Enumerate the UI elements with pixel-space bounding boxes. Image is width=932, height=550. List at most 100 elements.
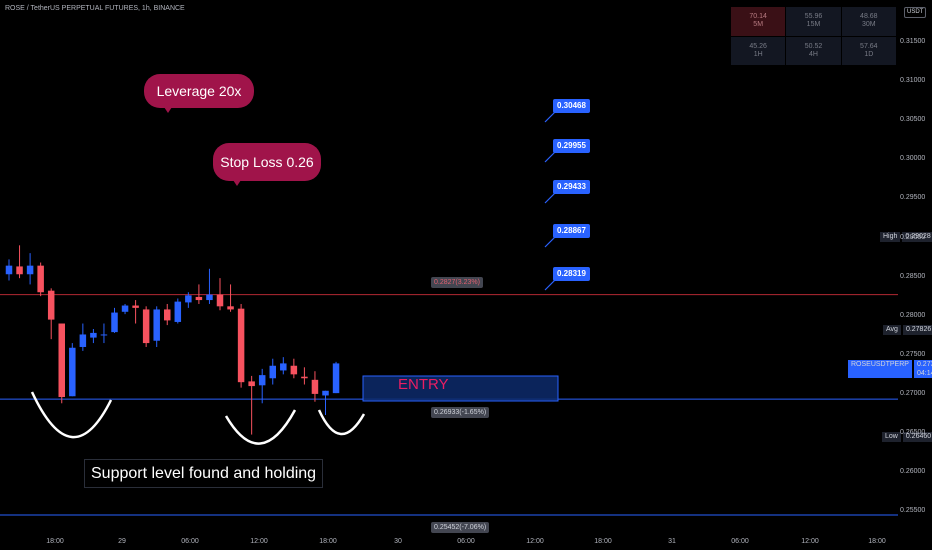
- avg-tag: Avg 0.27826: [883, 325, 932, 335]
- leverage-note: Leverage 20x: [144, 74, 254, 113]
- lower-price-pill: 0.25452(-7.06%): [431, 522, 490, 533]
- entry-label: ENTRY: [398, 376, 449, 393]
- rsi-timeframe: 4H: [809, 50, 818, 58]
- candle-body: [290, 365, 298, 375]
- candle-body: [79, 334, 87, 347]
- stop-loss-note: Stop Loss 0.26: [213, 143, 321, 186]
- rsi-cell-4h: 50.52 4H: [786, 36, 841, 65]
- candle-body: [185, 295, 192, 303]
- price-tick-label: 0.27000: [900, 389, 926, 397]
- price-tick-label: 0.27500: [900, 350, 926, 358]
- price-tick-label: 0.30500: [900, 116, 926, 124]
- candle-body: [132, 305, 139, 308]
- target-pointer-3: [544, 192, 556, 204]
- candle-body: [195, 296, 203, 301]
- rsi-cell-5m: 70.14 5M: [731, 7, 786, 36]
- price-tick-label: 0.31500: [900, 38, 926, 45]
- rsi-timeframe: 30M: [862, 21, 876, 29]
- time-tick-label: 18:00: [319, 538, 337, 545]
- candle-body: [111, 312, 118, 333]
- candle-body: [69, 347, 76, 397]
- candle-body: [322, 390, 329, 396]
- avg-tag-value: 0.27826: [902, 325, 932, 335]
- time-tick-label: 30: [394, 538, 402, 545]
- rsi-value: 45.26: [749, 42, 767, 50]
- rsi-cell-15m: 55.96 15M: [786, 7, 841, 36]
- candle-body: [237, 308, 245, 383]
- candle-body: [227, 306, 234, 310]
- support-arc-1: [30, 391, 113, 439]
- entry-box: [362, 375, 559, 402]
- symbol-tag-countdown: 04:14: [916, 370, 932, 377]
- candle-body: [258, 375, 266, 386]
- low-tag-key: Low: [882, 432, 901, 442]
- currency-badge[interactable]: USDT: [904, 7, 927, 18]
- time-tick-label: 18:00: [594, 538, 612, 545]
- high-tag-value: 0.29028: [902, 232, 932, 242]
- target-1[interactable]: 0.30468: [553, 99, 590, 113]
- candle-body: [269, 365, 276, 379]
- candle-body: [248, 381, 255, 387]
- rsi-cell-1d: 57.64 1D: [841, 36, 896, 65]
- leverage-note-text: Leverage 20x: [156, 83, 242, 99]
- rsi-value: 57.64: [860, 42, 878, 50]
- candle-body: [16, 266, 23, 275]
- candle-body: [311, 379, 319, 394]
- target-pointer-5: [544, 279, 556, 291]
- candle-body: [5, 265, 13, 275]
- time-tick-label: 31: [668, 538, 676, 545]
- candle-body: [280, 363, 287, 371]
- candle-body: [142, 309, 150, 344]
- support-arc-2: [224, 409, 297, 445]
- rsi-value: 55.96: [804, 13, 823, 21]
- rsi-value: 48.68: [860, 13, 878, 21]
- candle-body: [37, 265, 44, 293]
- time-tick-label: 18:00: [868, 538, 886, 545]
- price-tick-label: 0.29500: [900, 194, 926, 202]
- rsi-table: 70.14 5M 55.96 15M 48.68 30M 45.26 1H 50.52 4H 57.…: [731, 7, 896, 65]
- candle-body: [174, 301, 182, 322]
- price-tick-label: 0.26000: [900, 468, 926, 476]
- target-5[interactable]: 0.28319: [553, 267, 590, 281]
- target-pointer-4: [544, 236, 556, 248]
- high-tag-key: High: [880, 232, 901, 242]
- target-3[interactable]: 0.29433: [553, 180, 590, 194]
- candle-body: [206, 294, 213, 301]
- rsi-timeframe: 5M: [753, 21, 764, 29]
- avg-tag-key: Avg: [883, 325, 901, 335]
- price-tick-label: 0.31000: [900, 77, 926, 85]
- symbol-tag-value: 0.27386: [916, 361, 932, 368]
- target-4[interactable]: 0.28867: [553, 224, 590, 238]
- resistance-price-pill: 0.2827(3.23%): [431, 277, 483, 288]
- target-2[interactable]: 0.29955: [553, 139, 590, 153]
- symbol-tag-key: ROSEUSDTPERP: [848, 360, 912, 378]
- candle-body: [100, 334, 108, 336]
- stop-loss-note-text: Stop Loss 0.26: [220, 154, 314, 170]
- time-tick-label: 12:00: [250, 538, 268, 545]
- candle-body: [301, 376, 308, 379]
- time-tick-label: 12:00: [526, 538, 544, 545]
- time-tick-label: 06:00: [181, 538, 199, 545]
- rsi-cell-1h: 45.26 1H: [731, 36, 786, 65]
- high-tag: High 0.29028: [880, 232, 932, 242]
- support-label: Support level found and holding: [84, 459, 324, 488]
- candle-body: [332, 363, 340, 394]
- support-arc-3: [317, 409, 366, 436]
- target-pointer-2: [544, 151, 556, 163]
- candle-body: [58, 323, 65, 398]
- candle-body: [121, 305, 129, 312]
- low-tag: Low 0.26460: [882, 432, 932, 442]
- candle-body: [47, 290, 55, 320]
- price-tick-label: 0.28000: [900, 311, 926, 319]
- time-tick-label: 06:00: [731, 538, 749, 545]
- price-tick-label: 0.29000: [900, 233, 926, 241]
- candle-body: [164, 309, 171, 321]
- time-tick-label: 06:00: [457, 538, 475, 545]
- price-tick-label: 0.28500: [900, 272, 926, 280]
- candle-body: [90, 332, 97, 338]
- symbol-tag: ROSEUSDTPERP 0.27386 04:14: [848, 360, 932, 378]
- candle-body: [26, 265, 34, 275]
- rsi-timeframe: 1D: [864, 50, 874, 58]
- price-tick-label: 0.26500: [900, 429, 926, 436]
